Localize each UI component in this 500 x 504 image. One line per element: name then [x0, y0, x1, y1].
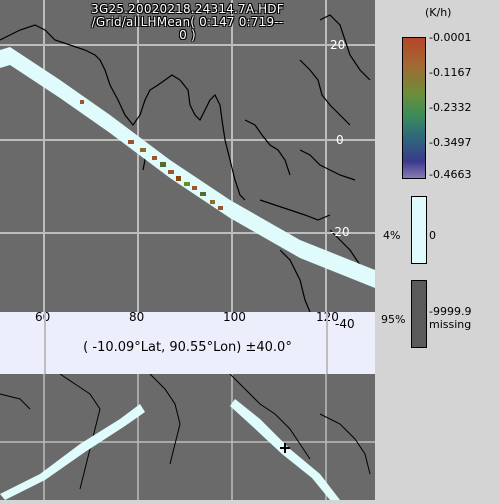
regional-map-canvas[interactable] [0, 0, 376, 313]
lon-label-100: 100 [223, 310, 246, 324]
legend-panel: (K/h) -0.0001 -0.1167 -0.2332 -0.3497 -0… [375, 0, 500, 500]
tick-3: -0.3497 [429, 136, 472, 149]
dataset-index: 0 ) [179, 28, 196, 42]
zero-value: 0 [429, 229, 436, 242]
satellite-swath [0, 47, 375, 288]
grid-line-60 [44, 312, 46, 374]
colorbar [402, 37, 426, 179]
global-map-canvas[interactable] [0, 373, 375, 500]
lon-label-80: 80 [129, 310, 145, 324]
global-swath-1 [0, 404, 145, 500]
regional-map[interactable] [0, 0, 376, 313]
zero-swatch [411, 196, 427, 264]
grid-line-120 [326, 312, 328, 374]
cursor-coordinates: ( -10.09°Lat, 90.55°Lon) ±40.0° [83, 340, 292, 355]
global-coastlines [0, 373, 371, 490]
coastlines [0, 14, 376, 313]
tick-0: -0.0001 [429, 31, 472, 44]
dataset-path: /Grid/allLHMean( 0:147 0:719-- [91, 15, 284, 29]
rain-pixels [80, 100, 223, 210]
missing-percent: 95% [381, 313, 406, 326]
tick-1: -0.1167 [429, 66, 472, 79]
global-overview-map[interactable] [0, 373, 375, 500]
tick-4: -0.4663 [429, 168, 472, 181]
lon-label-60: 60 [35, 310, 51, 324]
lat-label-mid: 0 [336, 133, 344, 147]
coordinate-bar[interactable]: 60 80 100 120 -40 [0, 310, 375, 374]
zero-percent: 4% [383, 229, 401, 242]
missing-swatch [411, 280, 427, 348]
tick-2: -0.2332 [429, 101, 472, 114]
lat-label-top: 20 [330, 38, 346, 52]
lat-label-minus40: -40 [335, 317, 355, 331]
missing-value: -9999.9 [429, 305, 472, 318]
legend-unit: (K/h) [425, 6, 452, 19]
cursor-marker [280, 443, 290, 453]
missing-label: missing [429, 318, 472, 331]
lat-label-low: -20 [330, 225, 350, 239]
file-title: 3G25.20020218.24314.7A.HDF [91, 2, 284, 16]
